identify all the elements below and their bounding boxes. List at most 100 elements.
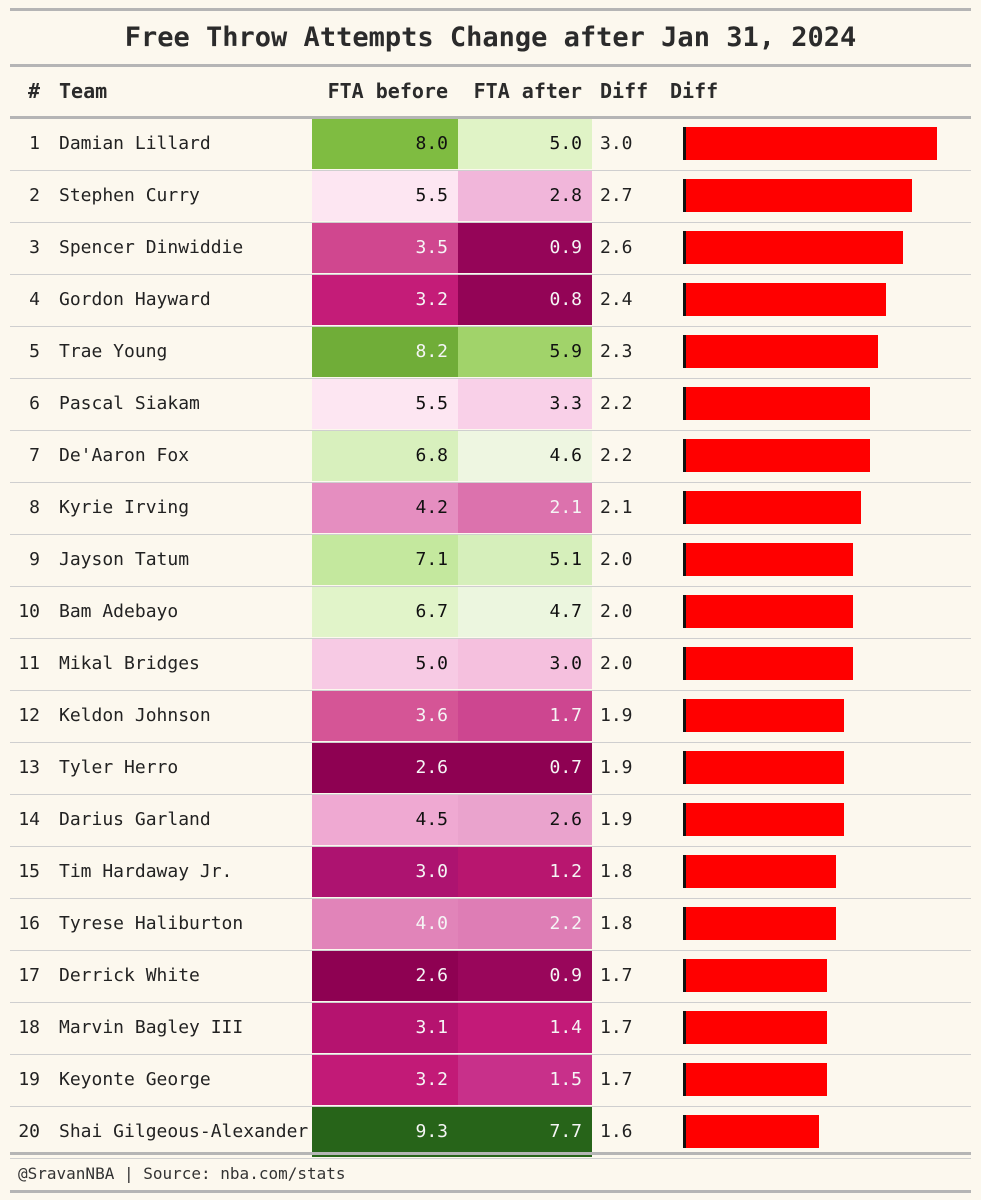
- diff-cell: 1.7: [600, 1069, 633, 1090]
- fta-before-cell: 9.3: [312, 1107, 458, 1157]
- player-name: Marvin Bagley III: [59, 1017, 244, 1038]
- header-rule: [10, 116, 971, 119]
- rank-cell: 12: [18, 705, 40, 726]
- fta-before-cell: 4.2: [312, 483, 458, 533]
- diff-cell: 1.8: [600, 913, 633, 934]
- fta-after-cell: 3.3: [458, 379, 592, 429]
- fta-before-cell: 3.2: [312, 1055, 458, 1105]
- fta-before-cell: 5.5: [312, 379, 458, 429]
- diff-cell: 2.6: [600, 237, 633, 258]
- header-diff: Diff: [600, 79, 649, 103]
- table-row: 20 Shai Gilgeous-Alexander 9.3 7.7 1.6: [10, 1107, 971, 1159]
- fta-before-cell: 2.6: [312, 743, 458, 793]
- diff-bar-cell: [683, 639, 971, 689]
- row-separator: [10, 1053, 971, 1055]
- bar-baseline: [683, 751, 686, 784]
- bar-baseline: [683, 907, 686, 940]
- fta-before-cell: 8.0: [312, 119, 458, 169]
- bar-baseline: [683, 647, 686, 680]
- table-row: 6 Pascal Siakam 5.5 3.3 2.2: [10, 379, 971, 431]
- player-name: Darius Garland: [59, 809, 211, 830]
- table-row: 12 Keldon Johnson 3.6 1.7 1.9: [10, 691, 971, 743]
- chart-title: Free Throw Attempts Change after Jan 31,…: [124, 22, 857, 53]
- fta-after-cell: 2.8: [458, 171, 592, 221]
- diff-bar-cell: [683, 275, 971, 325]
- diff-cell: 2.0: [600, 601, 633, 622]
- player-name: Keyonte George: [59, 1069, 211, 1090]
- table-row: 3 Spencer Dinwiddie 3.5 0.9 2.6: [10, 223, 971, 275]
- diff-bar: [684, 439, 870, 472]
- fta-after-cell: 1.7: [458, 691, 592, 741]
- player-name: Shai Gilgeous-Alexander: [59, 1121, 309, 1142]
- diff-bar: [684, 335, 878, 368]
- diff-bar-cell: [683, 951, 971, 1001]
- header-diff-bar: Diff: [670, 79, 719, 103]
- table-row: 11 Mikal Bridges 5.0 3.0 2.0: [10, 639, 971, 691]
- bar-baseline: [683, 1063, 686, 1096]
- diff-cell: 1.6: [600, 1121, 633, 1142]
- row-separator: [10, 949, 971, 951]
- fta-after-cell: 1.2: [458, 847, 592, 897]
- diff-cell: 1.7: [600, 1017, 633, 1038]
- diff-bar-cell: [683, 587, 971, 637]
- header-rank: #: [27, 79, 40, 103]
- diff-bar-cell: [683, 535, 971, 585]
- fta-after-cell: 2.2: [458, 899, 592, 949]
- fta-after-cell: 1.4: [458, 1003, 592, 1053]
- fta-before-cell: 3.5: [312, 223, 458, 273]
- player-name: Keldon Johnson: [59, 705, 211, 726]
- fta-after-cell: 0.8: [458, 275, 592, 325]
- diff-cell: 2.7: [600, 185, 633, 206]
- fta-before-cell: 3.6: [312, 691, 458, 741]
- fta-before-cell: 5.5: [312, 171, 458, 221]
- player-name: Tim Hardaway Jr.: [59, 861, 233, 882]
- rank-cell: 13: [18, 757, 40, 778]
- diff-bar: [684, 959, 828, 992]
- footer-credit: @SravanNBA | Source: nba.com/stats: [18, 1164, 346, 1183]
- diff-bar-cell: [683, 431, 971, 481]
- diff-bar: [684, 595, 853, 628]
- diff-bar: [684, 907, 836, 940]
- diff-bar-cell: [683, 119, 971, 169]
- diff-bar: [684, 699, 845, 732]
- diff-bar: [684, 647, 853, 680]
- rank-cell: 10: [18, 601, 40, 622]
- diff-cell: 2.1: [600, 497, 633, 518]
- diff-bar: [684, 179, 912, 212]
- fta-after-cell: 1.5: [458, 1055, 592, 1105]
- diff-bar: [684, 231, 904, 264]
- bar-baseline: [683, 803, 686, 836]
- rank-cell: 15: [18, 861, 40, 882]
- diff-bar-cell: [683, 1055, 971, 1105]
- bar-baseline: [683, 595, 686, 628]
- diff-bar: [684, 751, 845, 784]
- rank-cell: 8: [29, 497, 40, 518]
- row-separator: [10, 1001, 971, 1003]
- diff-cell: 1.8: [600, 861, 633, 882]
- diff-bar-cell: [683, 1107, 971, 1157]
- rank-cell: 19: [18, 1069, 40, 1090]
- diff-cell: 1.9: [600, 757, 633, 778]
- diff-bar-cell: [683, 743, 971, 793]
- player-name: Damian Lillard: [59, 133, 211, 154]
- row-separator: [10, 1105, 971, 1107]
- bar-baseline: [683, 1011, 686, 1044]
- diff-bar-cell: [683, 171, 971, 221]
- diff-bar: [684, 127, 937, 160]
- row-separator: [10, 325, 971, 327]
- player-name: Spencer Dinwiddie: [59, 237, 244, 258]
- diff-bar-cell: [683, 223, 971, 273]
- fta-after-cell: 0.7: [458, 743, 592, 793]
- bar-baseline: [683, 543, 686, 576]
- table-row: 1 Damian Lillard 8.0 5.0 3.0: [10, 119, 971, 171]
- bottom-rule: [10, 1152, 971, 1155]
- rank-cell: 16: [18, 913, 40, 934]
- diff-bar: [684, 1115, 819, 1148]
- fta-before-cell: 6.7: [312, 587, 458, 637]
- player-name: Derrick White: [59, 965, 200, 986]
- diff-bar-cell: [683, 379, 971, 429]
- diff-cell: 2.2: [600, 393, 633, 414]
- table-row: 7 De'Aaron Fox 6.8 4.6 2.2: [10, 431, 971, 483]
- player-name: Gordon Hayward: [59, 289, 211, 310]
- player-name: Mikal Bridges: [59, 653, 200, 674]
